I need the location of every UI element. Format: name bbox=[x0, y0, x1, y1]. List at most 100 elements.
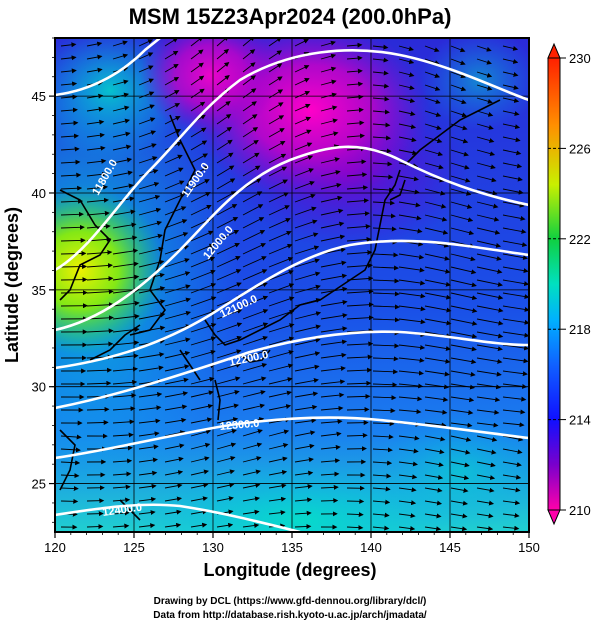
colorbar-bottom-arrow bbox=[547, 509, 561, 526]
wind-vector bbox=[164, 154, 183, 164]
contour-label: 12400.0 bbox=[102, 502, 143, 519]
wind-vector bbox=[190, 256, 216, 268]
wind-vector bbox=[112, 379, 138, 385]
wind-vector bbox=[216, 522, 234, 528]
wind-vector bbox=[372, 525, 390, 531]
wind-vector bbox=[372, 122, 391, 128]
wind-vector bbox=[476, 84, 493, 91]
wind-vector bbox=[216, 403, 239, 411]
wind-vector bbox=[372, 473, 392, 479]
wind-vector bbox=[112, 484, 131, 490]
wind-vector bbox=[502, 448, 523, 455]
wind-vector bbox=[424, 513, 442, 519]
wind-vector bbox=[476, 292, 504, 300]
colorbar-tick-label: 226 bbox=[569, 141, 591, 156]
wind-vector bbox=[502, 175, 523, 182]
wind-vector bbox=[268, 102, 284, 112]
wind-vector bbox=[372, 356, 399, 362]
wind-vector bbox=[294, 78, 310, 86]
wind-vector bbox=[502, 123, 521, 130]
wind-vector bbox=[476, 279, 503, 287]
wind-vector bbox=[242, 295, 269, 307]
wind-vector bbox=[268, 63, 283, 73]
wind-vector bbox=[372, 57, 389, 63]
wind-vector bbox=[164, 180, 185, 190]
wind-vector bbox=[242, 243, 267, 255]
wind-vector bbox=[190, 127, 207, 138]
wind-vector bbox=[86, 276, 114, 282]
wind-vector bbox=[242, 178, 262, 190]
wind-vector bbox=[190, 192, 211, 203]
wind-vector bbox=[320, 234, 346, 242]
wind-vector bbox=[424, 58, 440, 65]
wind-vector bbox=[112, 222, 137, 229]
wind-vector bbox=[242, 322, 269, 333]
wind-vector bbox=[346, 172, 368, 178]
wind-vector bbox=[450, 500, 469, 506]
wind-vector bbox=[320, 484, 339, 490]
wind-vector bbox=[294, 391, 319, 398]
wind-vector bbox=[450, 201, 473, 209]
wind-vector bbox=[294, 39, 309, 47]
wind-vector bbox=[346, 55, 363, 61]
wind-vector bbox=[294, 443, 315, 450]
wind-vector bbox=[346, 185, 369, 191]
wind-vector bbox=[502, 383, 528, 389]
wind-vector bbox=[372, 512, 390, 518]
wind-vector bbox=[346, 380, 372, 386]
wind-vector bbox=[294, 337, 321, 346]
wind-vector bbox=[476, 474, 496, 480]
wind-vector bbox=[190, 509, 208, 515]
wind-vector bbox=[190, 75, 205, 86]
wind-vector bbox=[450, 396, 475, 403]
wind-vector bbox=[138, 470, 158, 476]
wind-vector bbox=[112, 261, 139, 268]
wind-vector bbox=[372, 317, 400, 323]
wind-vector bbox=[450, 305, 478, 313]
x-tick-label: 140 bbox=[360, 540, 382, 555]
wind-vector bbox=[86, 380, 112, 386]
wind-vector bbox=[398, 45, 414, 52]
wind-vector bbox=[112, 92, 130, 99]
wind-vector bbox=[502, 331, 529, 338]
wind-vector bbox=[502, 279, 529, 287]
wind-vector bbox=[216, 442, 237, 450]
wind-vector bbox=[502, 370, 528, 377]
wind-vector bbox=[164, 103, 181, 112]
wind-vector bbox=[424, 123, 442, 131]
wind-vector bbox=[476, 357, 503, 364]
wind-vector bbox=[398, 175, 419, 182]
wind-vector bbox=[294, 378, 319, 385]
y-tick-label: 45 bbox=[32, 89, 46, 104]
colorbar: 210 214 218 222 226 230 bbox=[547, 42, 591, 526]
wind-vector bbox=[372, 109, 390, 115]
wind-vector bbox=[476, 266, 503, 274]
wind-vector bbox=[112, 313, 140, 320]
wind-vector bbox=[346, 42, 363, 48]
wind-vector bbox=[502, 512, 520, 518]
wind-vector bbox=[242, 523, 260, 529]
wind-vector bbox=[112, 248, 139, 255]
wind-vector bbox=[242, 269, 268, 281]
wind-vector bbox=[372, 200, 396, 206]
wind-vector bbox=[476, 500, 495, 506]
wind-vector bbox=[216, 48, 230, 60]
wind-vector bbox=[398, 487, 417, 493]
wind-vector bbox=[450, 292, 478, 301]
wind-vector bbox=[346, 407, 370, 413]
wind-vector bbox=[216, 362, 242, 372]
wind-vector bbox=[320, 182, 342, 190]
wind-vector bbox=[372, 252, 399, 258]
wind-vector bbox=[424, 266, 451, 274]
wind-vector bbox=[164, 167, 184, 177]
wind-vector bbox=[242, 127, 259, 138]
wind-vector bbox=[216, 243, 240, 255]
wind-vector bbox=[138, 392, 163, 398]
wind-vector bbox=[346, 367, 373, 373]
wind-vector bbox=[320, 366, 346, 372]
wind-vector bbox=[424, 214, 448, 222]
wind-vector bbox=[398, 409, 422, 415]
wind-vector bbox=[138, 523, 156, 529]
wind-vector bbox=[398, 110, 416, 117]
wind-vector bbox=[398, 396, 423, 402]
